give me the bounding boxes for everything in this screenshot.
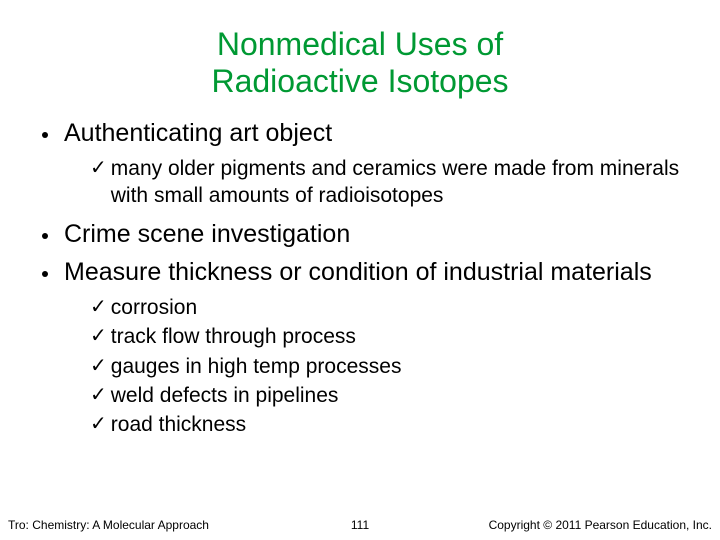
slide-title: Nonmedical Uses of Radioactive Isotopes: [20, 26, 700, 100]
title-line-2: Radioactive Isotopes: [211, 63, 508, 99]
slide-footer: Tro: Chemistry: A Molecular Approach 111…: [0, 518, 720, 532]
footer-left: Tro: Chemistry: A Molecular Approach: [8, 518, 209, 532]
bullet-dot-icon: [42, 132, 48, 138]
sub-item: ✓ road thickness: [90, 411, 700, 438]
sub-item: ✓ many older pigments and ceramics were …: [90, 155, 700, 210]
sub-text: many older pigments and ceramics were ma…: [111, 155, 700, 210]
sub-item: ✓ track flow through process: [90, 323, 700, 350]
checkmark-icon: ✓: [90, 353, 107, 379]
title-line-1: Nonmedical Uses of: [217, 26, 503, 62]
sub-list-1: ✓ many older pigments and ceramics were …: [90, 155, 700, 210]
bullet-text: Measure thickness or condition of indust…: [64, 257, 652, 288]
checkmark-icon: ✓: [90, 323, 107, 349]
checkmark-icon: ✓: [90, 411, 107, 437]
sub-text: track flow through process: [111, 323, 356, 350]
checkmark-icon: ✓: [90, 382, 107, 408]
bullet-text: Authenticating art object: [64, 118, 332, 149]
sub-text: gauges in high temp processes: [111, 353, 402, 380]
footer-page-number: 111: [351, 518, 369, 532]
sub-list-3: ✓ corrosion ✓ track flow through process…: [90, 294, 700, 438]
sub-text: corrosion: [111, 294, 197, 321]
bullet-dot-icon: [42, 233, 48, 239]
sub-item: ✓ weld defects in pipelines: [90, 382, 700, 409]
bullet-item-2: Crime scene investigation: [20, 219, 700, 250]
sub-item: ✓ gauges in high temp processes: [90, 353, 700, 380]
bullet-item-1: Authenticating art object: [20, 118, 700, 149]
slide-container: Nonmedical Uses of Radioactive Isotopes …: [0, 0, 720, 540]
checkmark-icon: ✓: [90, 294, 107, 320]
bullet-item-3: Measure thickness or condition of indust…: [20, 257, 700, 288]
footer-copyright: Copyright © 2011 Pearson Education, Inc.: [489, 518, 712, 532]
sub-text: road thickness: [111, 411, 246, 438]
sub-text: weld defects in pipelines: [111, 382, 339, 409]
bullet-text: Crime scene investigation: [64, 219, 350, 250]
bullet-dot-icon: [42, 271, 48, 277]
sub-item: ✓ corrosion: [90, 294, 700, 321]
checkmark-icon: ✓: [90, 155, 107, 181]
